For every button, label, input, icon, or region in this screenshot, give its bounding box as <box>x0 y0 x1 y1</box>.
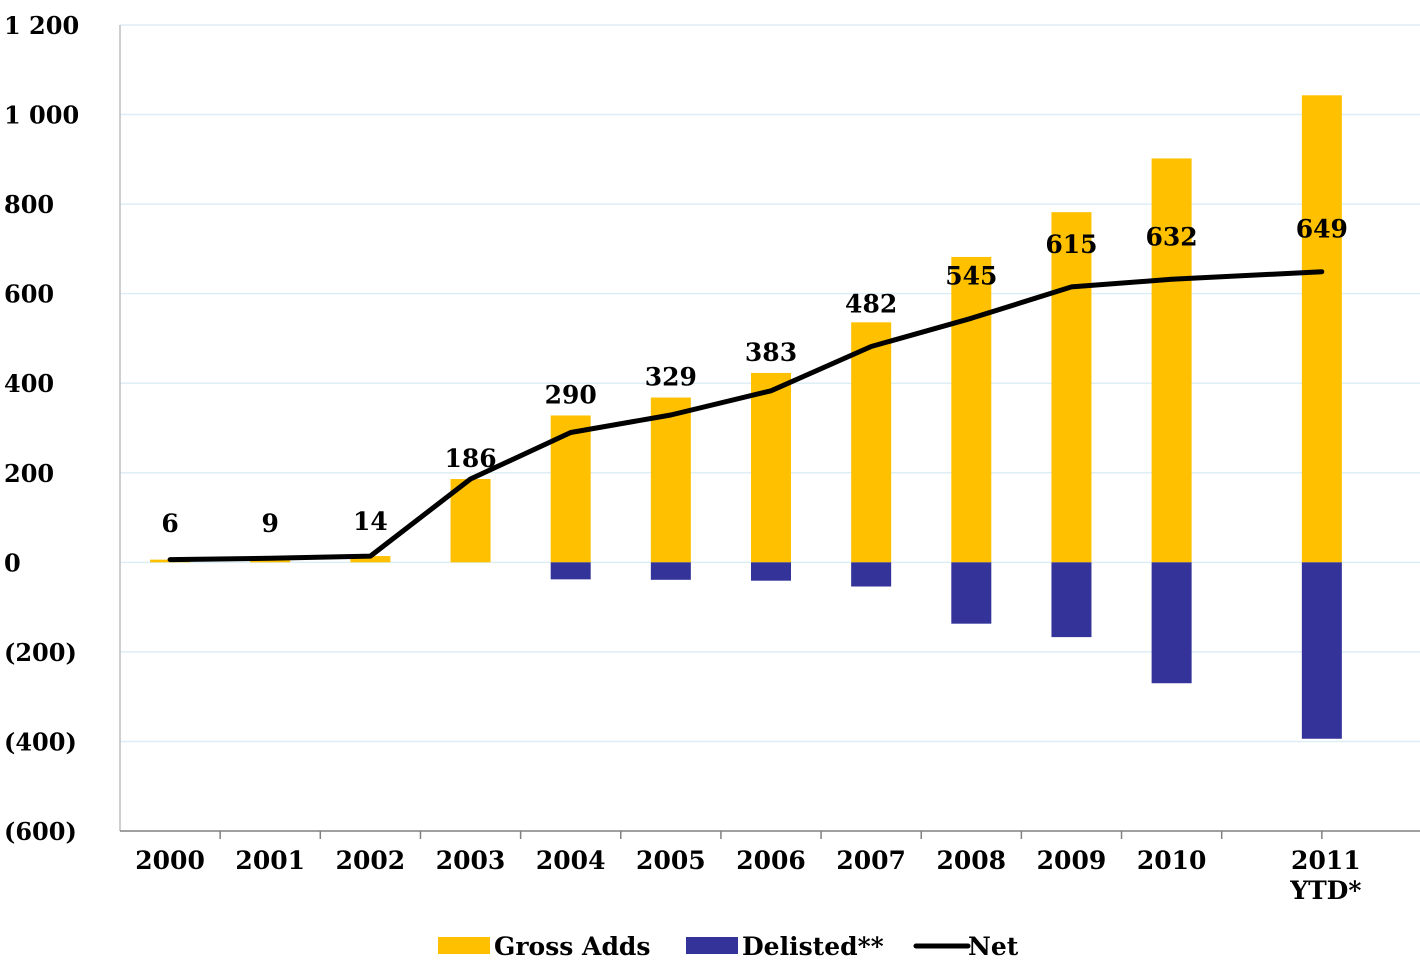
axes: (600) (400) (200) 0 200 400 600 800 1 000 1 200 20… <box>4 11 1420 905</box>
net-series-line <box>170 272 1322 560</box>
y-tick-label: (400) <box>4 727 77 756</box>
x-tick-label: 2001 <box>235 846 305 875</box>
x-tick-label: 2007 <box>836 846 906 875</box>
bar-delisted <box>751 562 791 580</box>
legend-label: Delisted** <box>742 932 884 960</box>
y-tick-label: 600 <box>4 280 54 309</box>
x-tick-label: 2005 <box>636 846 706 875</box>
y-tick-label: 400 <box>4 369 54 398</box>
x-tick-label: 2002 <box>336 846 406 875</box>
bar-delisted <box>1051 562 1091 637</box>
x-tick-label: 2010 <box>1137 846 1207 875</box>
legend-swatch <box>686 937 738 954</box>
bar-delisted <box>551 562 591 579</box>
x-tick-label: 2011 <box>1291 846 1361 875</box>
y-tick-label: 1 000 <box>4 101 79 130</box>
legend: Gross Adds Delisted** Net <box>438 932 1019 960</box>
bar-gross-adds <box>1051 212 1091 562</box>
x-tick-label: 2008 <box>937 846 1007 875</box>
y-tick-label: 800 <box>4 190 54 219</box>
y-tick-label: 0 <box>4 548 21 577</box>
bar-delisted <box>651 562 691 579</box>
x-tick-label: YTD* <box>1289 876 1361 905</box>
bar-gross-adds <box>851 322 891 562</box>
y-tick-label: (600) <box>4 817 77 846</box>
bar-gross-adds <box>1302 95 1342 562</box>
net-line <box>170 272 1322 560</box>
data-label: 6 <box>161 509 178 538</box>
data-label: 545 <box>945 261 997 290</box>
x-tick-label: 2004 <box>536 846 606 875</box>
x-tick-label: 2000 <box>135 846 205 875</box>
bar-delisted <box>1152 562 1192 683</box>
data-label: 383 <box>745 338 797 367</box>
data-label: 329 <box>645 363 697 392</box>
x-tick-label: 2009 <box>1037 846 1107 875</box>
legend-item: Delisted** <box>686 932 884 960</box>
legend-swatch <box>438 937 490 954</box>
data-label: 186 <box>444 444 496 473</box>
bar-delisted <box>851 562 891 586</box>
data-label: 482 <box>845 290 897 319</box>
bar-gross-adds <box>951 257 991 562</box>
bar-gross-adds <box>1152 158 1192 562</box>
bar-gross-adds <box>751 373 791 562</box>
data-label: 632 <box>1146 222 1198 251</box>
x-tick-label: 2003 <box>436 846 506 875</box>
y-tick-label: 200 <box>4 459 54 488</box>
data-label: 9 <box>262 509 279 538</box>
data-label: 290 <box>545 380 597 409</box>
x-tick-label: 2006 <box>736 846 806 875</box>
y-tick-label: 1 200 <box>4 11 79 40</box>
bar-delisted <box>1302 562 1342 738</box>
legend-item: Net <box>916 932 1019 960</box>
legend-label: Gross Adds <box>494 932 650 960</box>
data-label: 649 <box>1296 215 1348 244</box>
data-label: 14 <box>353 507 388 536</box>
bar-gross-adds <box>651 398 691 563</box>
legend-label: Net <box>968 932 1019 960</box>
legend-item: Gross Adds <box>438 932 650 960</box>
data-label: 615 <box>1045 230 1097 259</box>
y-tick-label: (200) <box>4 638 77 667</box>
bars <box>150 95 1342 738</box>
bar-delisted <box>951 562 991 623</box>
